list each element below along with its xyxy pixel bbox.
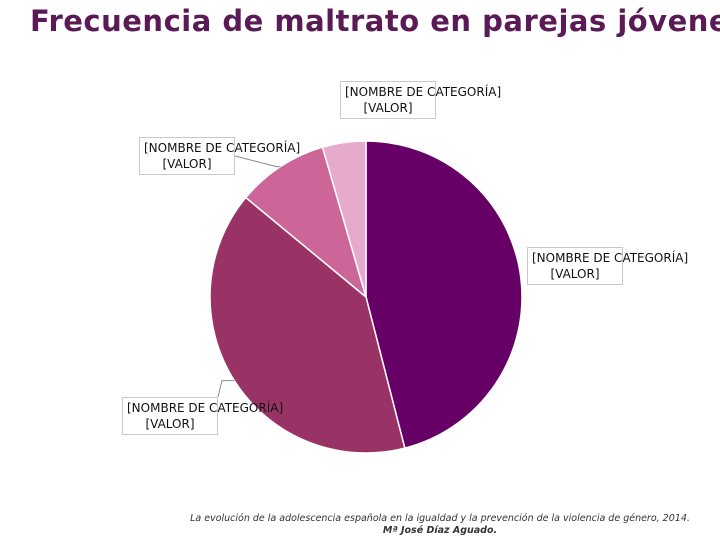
slice-label-2-category: [NOMBRE DE CATEGORÍA] — [127, 401, 284, 415]
chart-title: Frecuencia de maltrato en parejas jóvene… — [30, 4, 720, 38]
slice-label-3: [NOMBRE DE CATEGORÍA] [VALOR] — [139, 137, 301, 175]
source-note: La evolución de la adolescencia española… — [160, 513, 720, 537]
source-line-1: La evolución de la adolescencia española… — [190, 513, 690, 524]
slice-label-1: [NOMBRE DE CATEGORÍA] [VALOR] — [527, 247, 689, 285]
slice-label-2-value: [VALOR] — [145, 417, 195, 431]
pie-slice-4 — [321, 140, 367, 298]
slice-label-1-value: [VALOR] — [550, 267, 600, 281]
slice-label-4-category: [NOMBRE DE CATEGORÍA] — [345, 85, 502, 99]
leader-line-2 — [217, 380, 235, 398]
pie-slice-1 — [365, 140, 523, 450]
slice-label-1-category: [NOMBRE DE CATEGORÍA] — [532, 251, 689, 265]
slice-label-4-value: [VALOR] — [363, 101, 413, 115]
slice-label-3-category: [NOMBRE DE CATEGORÍA] — [144, 141, 301, 155]
slice-label-3-value: [VALOR] — [162, 157, 212, 171]
pie-slice-3 — [244, 146, 368, 300]
source-line-2: Mª José Díaz Aguado. — [382, 525, 498, 536]
leader-line-3 — [234, 155, 281, 168]
slice-label-2: [NOMBRE DE CATEGORÍA] [VALOR] — [122, 397, 284, 435]
slice-label-4: [NOMBRE DE CATEGORÍA] [VALOR] — [340, 81, 502, 119]
